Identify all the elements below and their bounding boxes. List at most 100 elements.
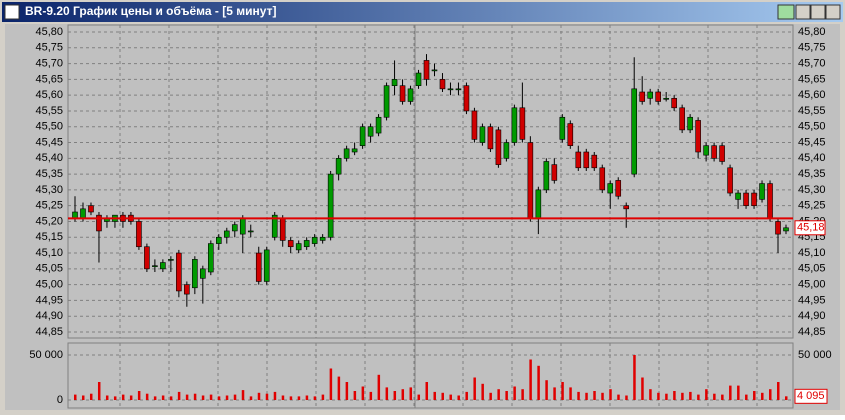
volume-bar: [721, 394, 724, 400]
link-button[interactable]: [777, 4, 795, 20]
candle-body: [439, 79, 446, 90]
volume-bar: [657, 392, 660, 400]
candle-body: [679, 107, 685, 131]
y-tick-label: 44,85: [35, 326, 63, 338]
candle-body: [535, 189, 542, 219]
candle-body: [88, 205, 94, 213]
volume-bar: [785, 396, 788, 400]
volume-panel: [67, 342, 794, 409]
volume-bar: [209, 394, 213, 400]
candle-body: [160, 262, 166, 270]
y-tick-label-right: 44,90: [798, 310, 826, 322]
candle-body: [391, 79, 398, 86]
volume-bar: [289, 396, 293, 400]
volume-bar: [369, 391, 373, 400]
close-button[interactable]: [825, 4, 841, 20]
volume-bar: [185, 394, 189, 400]
volume-bar: [769, 389, 772, 400]
y-tick-label: 45,30: [35, 184, 63, 196]
volume-bar: [241, 390, 245, 400]
candle-body: [631, 88, 638, 175]
candle-body: [751, 192, 757, 206]
volume-bar: [457, 395, 460, 400]
candle-body: [727, 167, 733, 194]
y-tick-label-right: 45,25: [798, 200, 826, 212]
candle-body: [695, 120, 701, 153]
volume-bar: [553, 387, 556, 400]
volume-bar: [561, 382, 564, 400]
last-price-label: 45,18: [797, 222, 825, 234]
candle-body: [367, 126, 374, 137]
candle-body: [527, 142, 534, 219]
candle-body: [463, 85, 470, 112]
minimize-button[interactable]: [795, 4, 811, 20]
volume-bar: [217, 396, 221, 400]
volume-bar: [177, 391, 181, 400]
candle-body: [543, 161, 550, 191]
volume-bar: [169, 396, 173, 400]
candle-body: [559, 116, 566, 140]
window-icon: [4, 4, 20, 20]
candle-body: [575, 151, 582, 169]
y-tick-label: 45,80: [35, 26, 63, 38]
volume-bar: [673, 391, 676, 400]
volume-bar: [777, 382, 780, 400]
candle-body: [152, 265, 158, 267]
candle-body: [455, 88, 462, 91]
y-tick-label-right: 45,10: [798, 247, 826, 259]
y-tick-label: 45,00: [35, 279, 63, 291]
last-volume-box: [794, 388, 828, 404]
candle-body: [703, 145, 709, 156]
volume-bar: [433, 391, 436, 400]
candle-body: [335, 158, 342, 175]
volume-bar: [537, 365, 540, 400]
candle-body: [599, 167, 606, 191]
volume-bar: [441, 392, 444, 400]
y-tick-label-right: 45,65: [798, 73, 826, 85]
volume-bar: [697, 394, 700, 400]
candle-body: [359, 126, 366, 146]
y-tick-label-right: 45,75: [798, 42, 826, 54]
y-tick-label-right: 44,85: [798, 326, 826, 338]
candle-body: [503, 142, 510, 159]
y-tick-label-right: 45,60: [798, 89, 826, 101]
volume-bar: [713, 393, 716, 400]
volume-bar: [273, 391, 277, 400]
y-tick-label-right: 44,95: [798, 294, 826, 306]
candle-body: [735, 192, 741, 200]
candle-body: [607, 183, 614, 194]
volume-bar: [249, 396, 253, 400]
candle-body: [343, 148, 350, 159]
volume-bar: [497, 389, 500, 400]
candle-body: [671, 98, 677, 109]
volume-bar: [393, 391, 397, 400]
volume-bar: [473, 377, 476, 400]
candle-body: [399, 85, 406, 102]
candle-body: [255, 252, 262, 282]
candle-body: [351, 148, 358, 153]
volume-bar: [489, 392, 492, 400]
volume-bar: [649, 389, 652, 400]
maximize-button[interactable]: [810, 4, 826, 20]
candle-body: [200, 268, 206, 279]
y-tick-label: 45,05: [35, 263, 63, 275]
volume-bar: [233, 394, 237, 400]
volume-bar: [569, 387, 572, 400]
volume-bar: [529, 359, 532, 400]
candle-body: [551, 164, 558, 181]
candle-body: [271, 214, 278, 238]
candle-body: [743, 192, 749, 206]
volume-bar: [313, 396, 317, 400]
y-tick-label-right: 45,40: [798, 152, 826, 164]
candle-body: [767, 183, 773, 219]
volume-bar: [329, 368, 333, 400]
y-tick-label-right: 45,70: [798, 57, 826, 69]
volume-bar: [89, 393, 93, 400]
candle-body: [311, 236, 318, 244]
volume-bar: [257, 392, 261, 400]
volume-bar: [425, 382, 429, 400]
volume-bar: [505, 391, 508, 400]
candle-body: [327, 173, 334, 238]
candle-body: [319, 236, 326, 241]
candle-body: [775, 221, 781, 235]
